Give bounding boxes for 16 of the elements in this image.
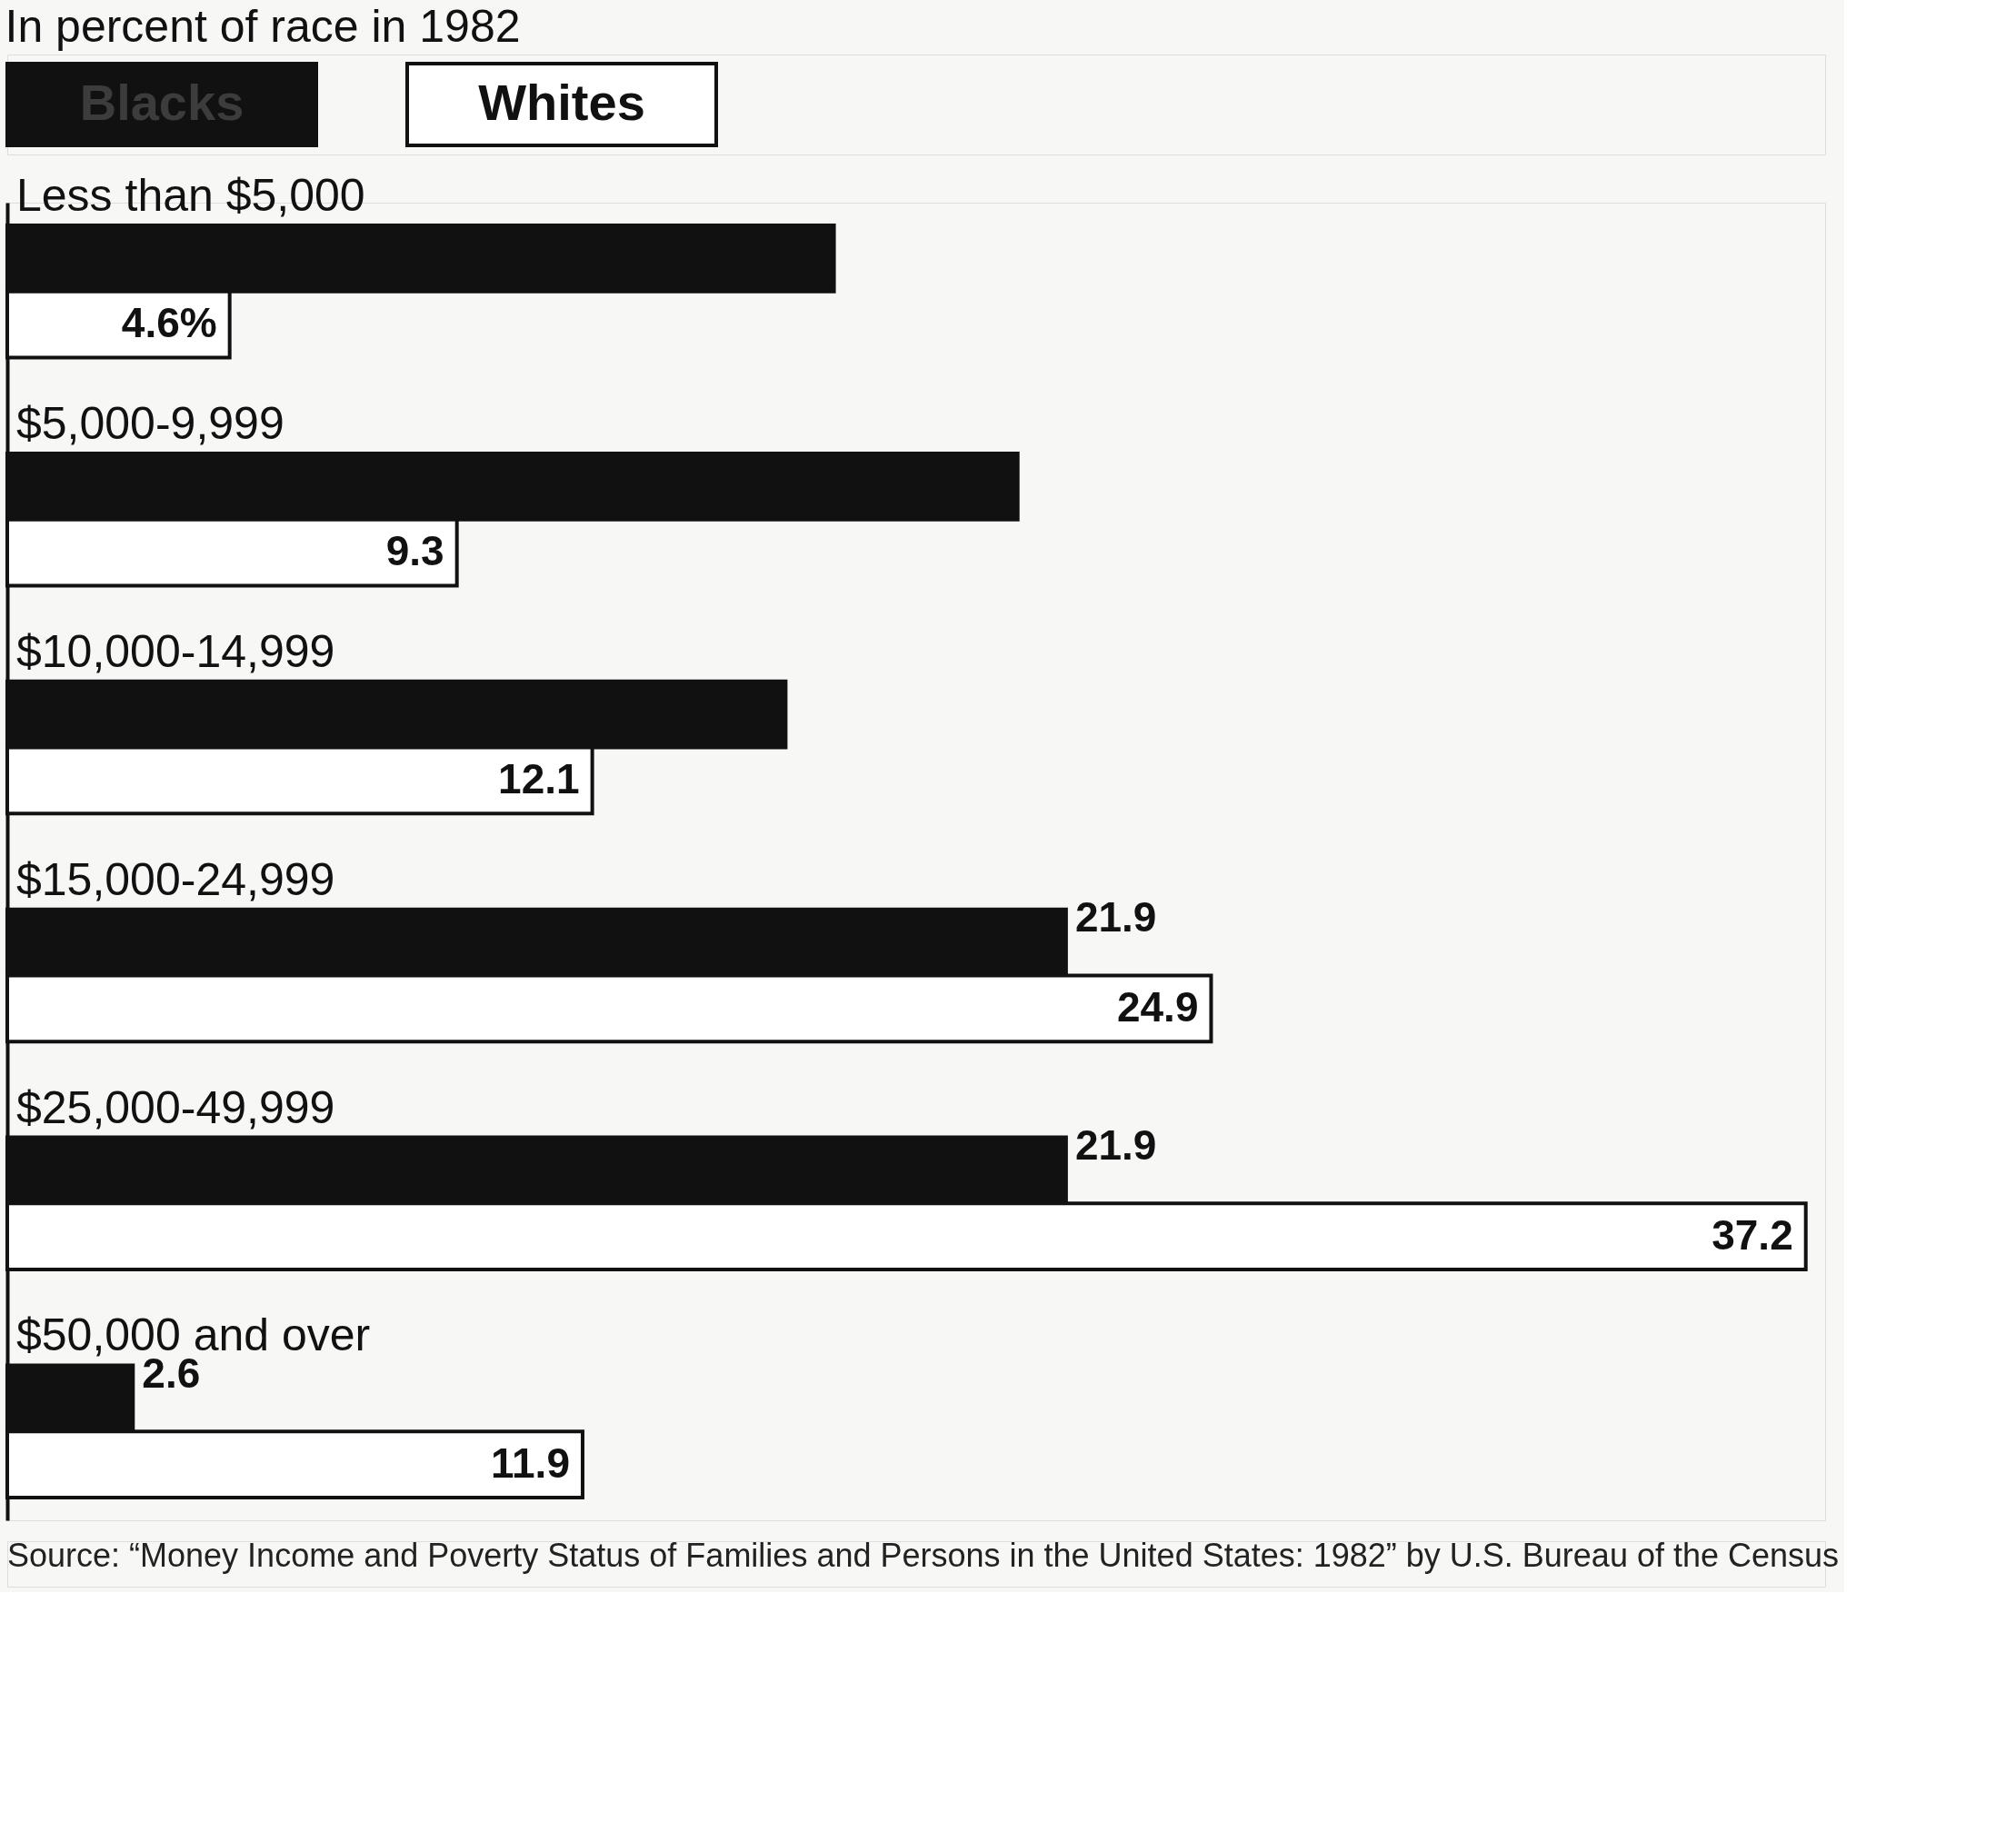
- data-label: 21.9: [1074, 893, 1157, 941]
- data-label: 37.2: [1712, 1210, 1793, 1259]
- data-label: 11.9: [490, 1439, 570, 1487]
- data-label: 9.3: [385, 527, 444, 575]
- text: Whites: [478, 74, 645, 131]
- y-tick-label: Less than $5,000: [16, 170, 365, 222]
- data-label: 21.9: [1074, 1120, 1157, 1169]
- data-label: 24.9: [1116, 982, 1199, 1030]
- y-tick-label: $5,000-9,999: [16, 397, 284, 449]
- chart-title: In percent of race in 1982: [5, 0, 521, 52]
- data-label: 12.1: [498, 754, 580, 802]
- y-tick-label: $10,000-14,999: [16, 625, 335, 677]
- data-label: 4.6%: [121, 299, 217, 347]
- y-tick-label: $15,000-24,999: [16, 853, 335, 905]
- source-note: Source: “Money Income and Poverty Status of Families and Persons in the United States: 1982” by U.S. Bureau of the Census: [7, 1537, 1840, 1574]
- y-tick-label: $25,000-49,999: [16, 1081, 335, 1133]
